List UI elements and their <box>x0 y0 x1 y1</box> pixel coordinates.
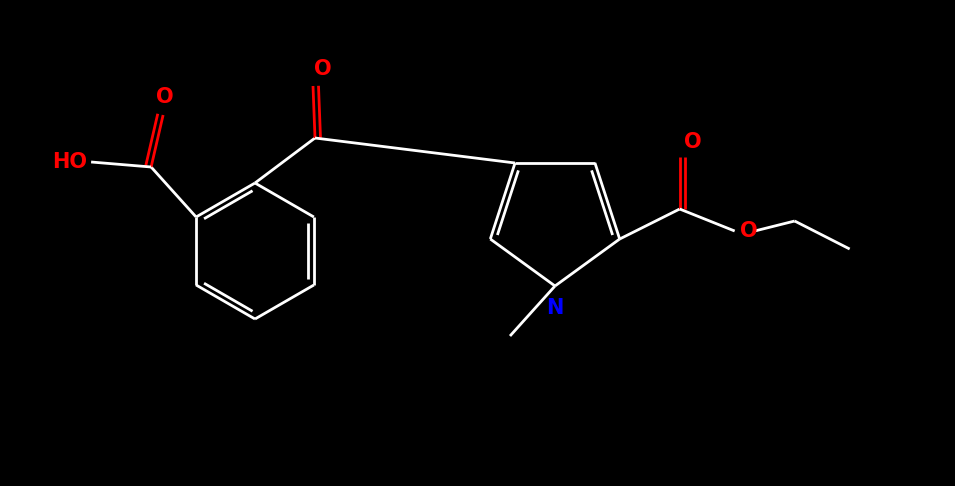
Text: O: O <box>157 87 174 107</box>
Text: HO: HO <box>53 152 87 172</box>
Text: O: O <box>684 132 702 152</box>
Text: O: O <box>314 59 331 79</box>
Text: N: N <box>546 298 563 318</box>
Text: O: O <box>740 221 757 241</box>
